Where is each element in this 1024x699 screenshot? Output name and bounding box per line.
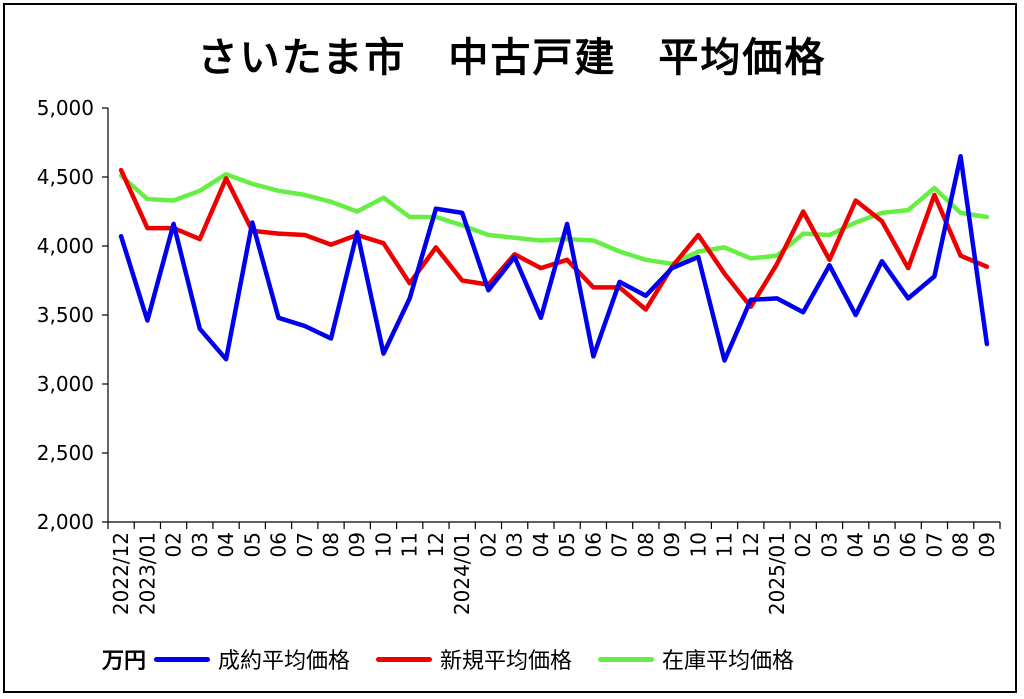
x-tick-label: 11: [398, 532, 422, 557]
x-tick-label: 09: [975, 532, 999, 557]
legend-item-contract: 成約平均価格: [154, 643, 350, 675]
x-tick-label: 07: [922, 532, 946, 557]
x-tick-label: 06: [896, 532, 920, 557]
x-tick-label: 08: [949, 532, 973, 557]
x-tick-label: 05: [555, 532, 579, 557]
x-tick-label: 06: [267, 532, 291, 557]
x-tick-label: 02: [791, 532, 815, 557]
x-tick-label: 2022/12: [109, 532, 133, 615]
unit-label: 万円: [102, 649, 147, 674]
y-tick-label: 3,000: [37, 372, 94, 396]
x-tick-label: 2025/01: [765, 532, 789, 615]
chart-frame: さいたま市 中古戸建 平均価格: [3, 3, 1017, 693]
y-tick-label: 2,500: [37, 441, 94, 465]
y-tick-label: 5,000: [37, 96, 94, 120]
x-tick-label: 12: [424, 532, 448, 557]
x-tick-label: 08: [319, 532, 343, 557]
series-line-2: [118, 171, 990, 267]
legend: 万円 成約平均価格 新規平均価格 在庫平均価格: [102, 644, 820, 674]
legend-item-new: 新規平均価格: [376, 643, 572, 675]
x-tick-label: 11: [713, 532, 737, 557]
legend-swatch-stock: [598, 656, 655, 662]
x-tick-label: 07: [608, 532, 632, 557]
x-tick-label: 09: [660, 532, 684, 557]
x-tick-label: 02: [476, 532, 500, 557]
y-tick-label: 4,000: [37, 234, 94, 258]
x-tick-label: 10: [686, 532, 710, 557]
legend-label-contract: 成約平均価格: [218, 649, 351, 674]
series-line-0: [118, 154, 990, 363]
x-tick-label: 06: [581, 532, 605, 557]
x-tick-label: 03: [503, 532, 527, 557]
legend-label-stock: 在庫平均価格: [662, 649, 795, 674]
chart-title: さいたま市 中古戸建 平均価格: [197, 35, 827, 81]
x-tick-label: 03: [817, 532, 841, 557]
x-tick-label: 05: [870, 532, 894, 557]
x-tick-label: 04: [529, 532, 553, 557]
x-tick-label: 2023/01: [135, 532, 159, 615]
x-tick-label: 03: [188, 532, 212, 557]
legend-item-stock: 在庫平均価格: [598, 643, 794, 675]
x-tick-label: 09: [345, 532, 369, 557]
x-tick-label: 2024/01: [450, 532, 474, 615]
x-tick-label: 05: [240, 532, 264, 557]
x-tick-label: 04: [214, 532, 238, 557]
legend-label-new: 新規平均価格: [440, 649, 573, 674]
x-tick-label: 10: [371, 532, 395, 557]
legend-swatch-new: [376, 656, 433, 662]
x-tick-label: 08: [634, 532, 658, 557]
x-tick-label: 02: [162, 532, 186, 557]
y-tick-label: 3,500: [37, 303, 94, 327]
legend-swatch-contract: [154, 656, 211, 662]
x-tick-label: 12: [739, 532, 763, 557]
y-tick-label: 4,500: [37, 165, 94, 189]
y-tick-label: 2,000: [37, 510, 94, 534]
x-tick-label: 04: [844, 532, 868, 557]
x-tick-label: 07: [293, 532, 317, 557]
